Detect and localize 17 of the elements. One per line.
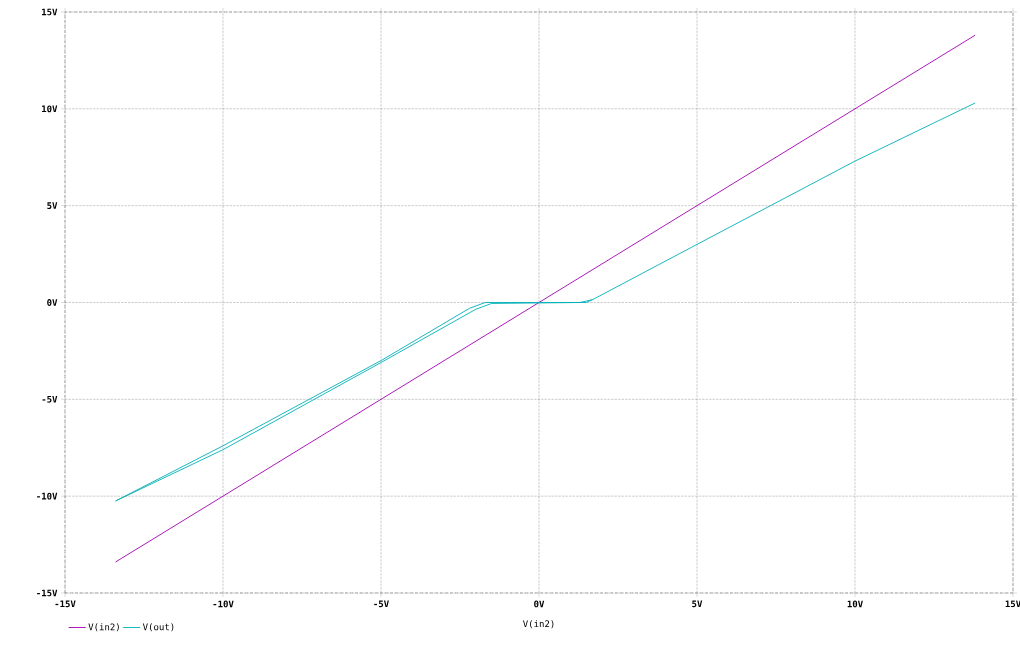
x-tick-label: -15V: [55, 600, 76, 608]
x-tick-label: -10V: [213, 600, 234, 608]
x-tick-label: 5V: [692, 600, 703, 608]
y-tick-label: -5V: [42, 395, 58, 403]
y-tick-label: 15V: [42, 8, 58, 16]
x-tick-label: -5V: [374, 600, 389, 608]
y-tick-label: 0V: [47, 299, 58, 306]
y-tick-label: 5V: [47, 202, 58, 209]
x-tick-label: 15V: [1005, 600, 1020, 608]
y-tick-label: -10V: [37, 492, 58, 500]
x-tick-label: 10V: [847, 600, 863, 608]
x-tick-label: 0V: [534, 600, 545, 608]
legend-label: V(out): [142, 623, 174, 632]
x-axis-title: V(in2): [523, 620, 554, 629]
y-tick-label: -15V: [37, 589, 58, 597]
y-tick-label: 10V: [42, 105, 58, 113]
legend-label: V(in2): [88, 623, 119, 632]
